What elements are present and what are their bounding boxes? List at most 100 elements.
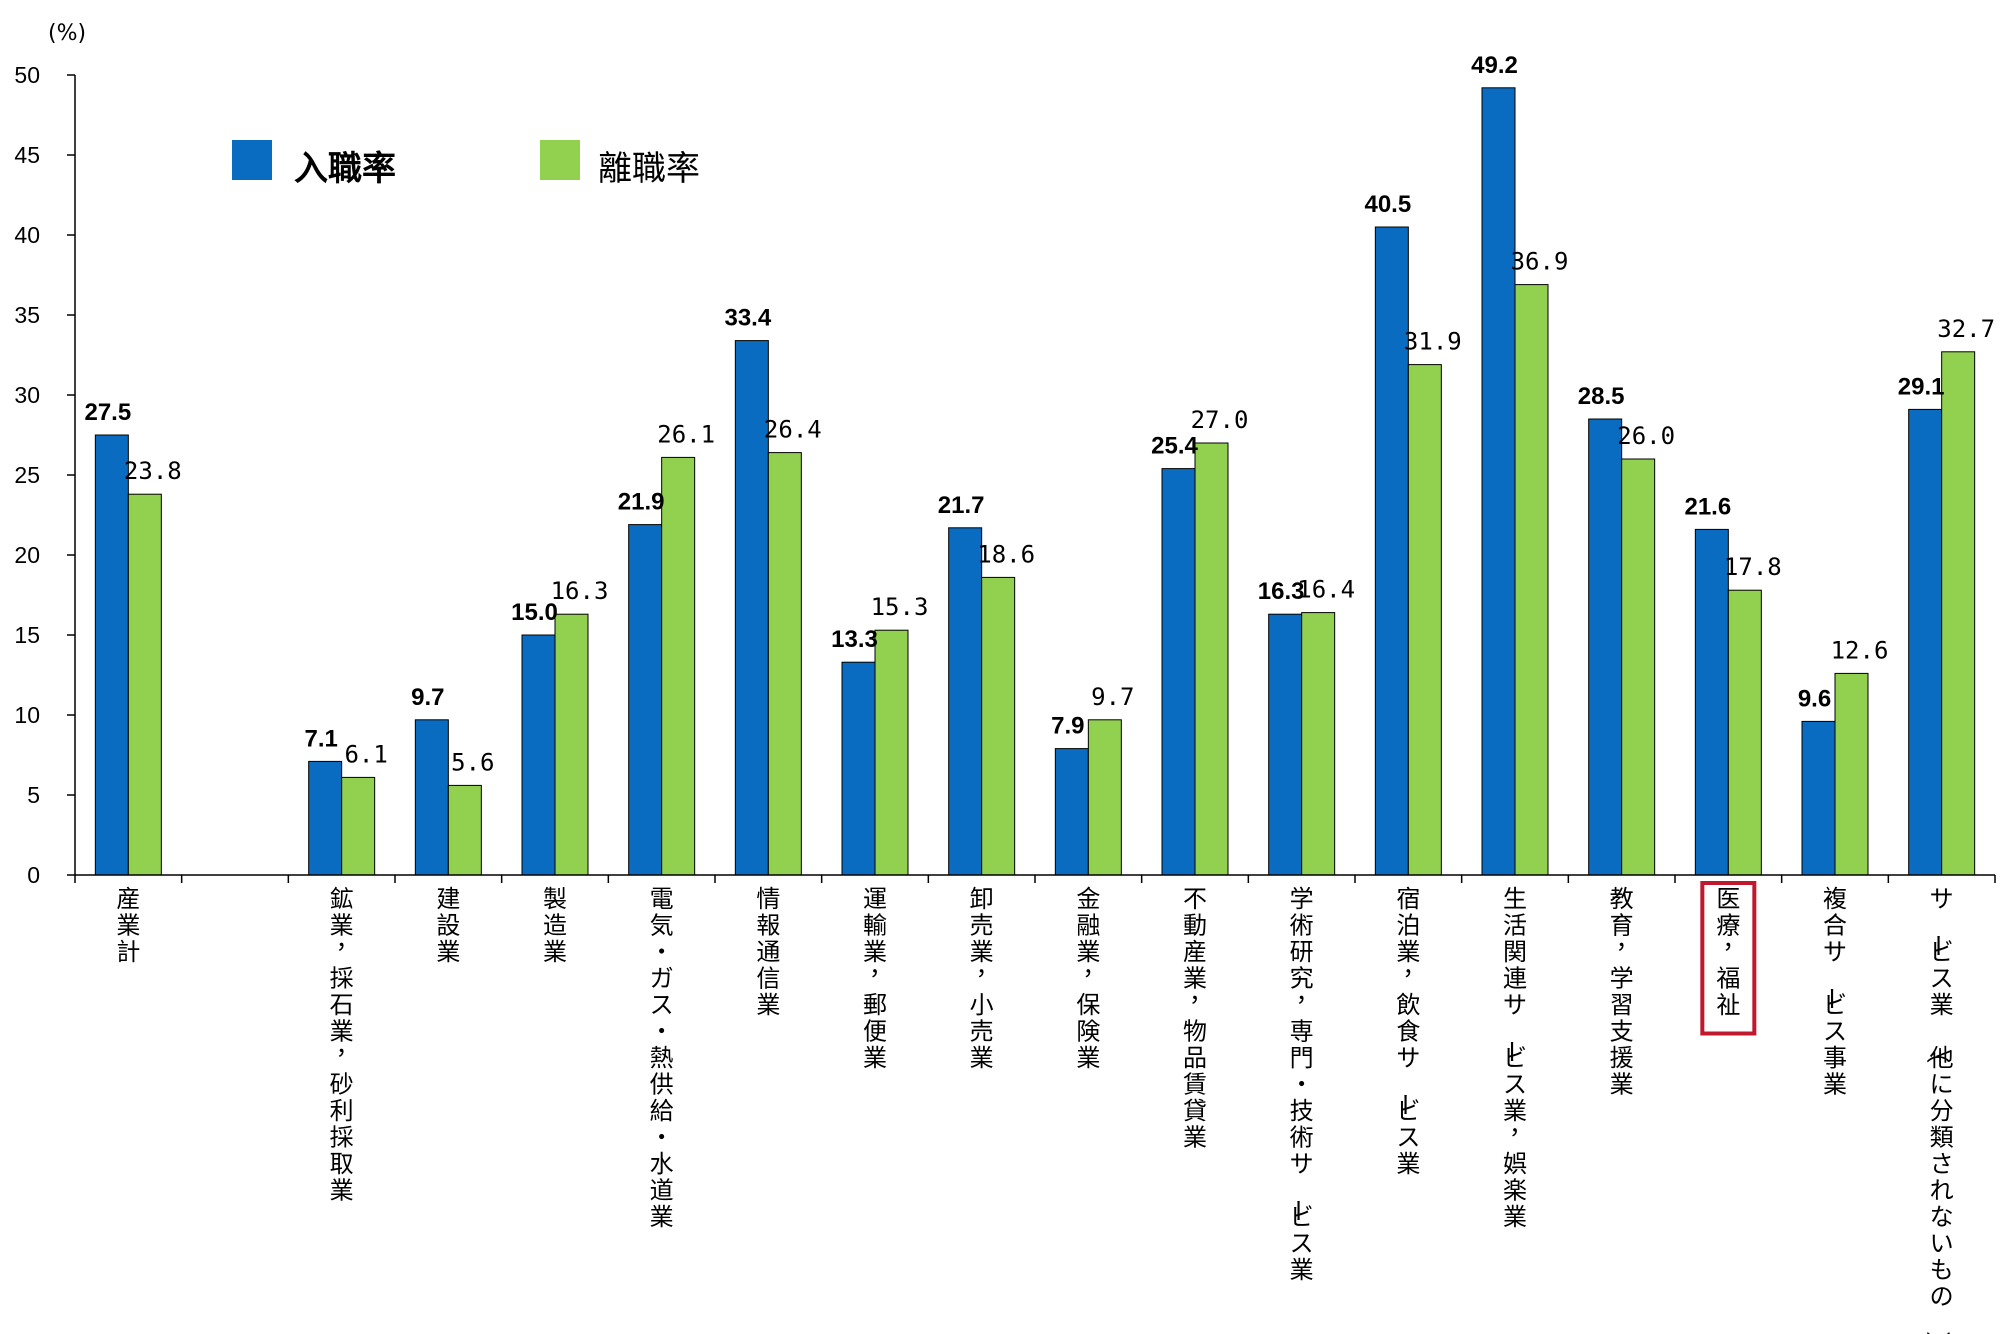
value-label-separation-rate: 12.6: [1831, 636, 1889, 664]
y-axis: 0 5 10 15 20 25 30 35 40 45 50: [14, 62, 76, 888]
y-tick-label: 0: [27, 862, 40, 888]
category-label: サービス業（他に分類されないもの）: [1924, 885, 1954, 1334]
bar-hiring-rate: [521, 634, 556, 876]
value-labels: 27.5 7.1 9.7 15.0 21.9 33.4 13.3 21.7 7.9 25.4 16.…: [84, 52, 1995, 777]
bar-separation-rate: [341, 776, 376, 876]
category-label: 生活関連サービス業，娯楽業: [1497, 885, 1533, 1231]
bar-hiring-rate: [1161, 468, 1196, 876]
value-label-hiring-rate: 29.1: [1898, 373, 1945, 400]
category-label: 学術研究，専門・技術サービス業: [1284, 885, 1320, 1284]
y-axis-unit-label: (%): [48, 21, 86, 46]
y-tick-label: 35: [14, 302, 40, 328]
bar-hiring-rate: [1054, 748, 1089, 876]
legend-swatch-separation-rate: [540, 140, 580, 180]
bar-hiring-rate: [1374, 226, 1409, 876]
value-label-separation-rate: 32.7: [1937, 315, 1995, 343]
value-label-hiring-rate: 16.3: [1258, 578, 1305, 605]
bar-separation-rate: [1301, 612, 1336, 876]
bar-separation-rate: [981, 576, 1016, 876]
value-label-separation-rate: 36.9: [1511, 248, 1569, 276]
value-label-hiring-rate: 40.5: [1364, 191, 1411, 218]
y-tick-label: 10: [14, 702, 40, 728]
bar-separation-rate: [1941, 351, 1976, 876]
bar-separation-rate: [874, 629, 909, 876]
bar-hiring-rate: [628, 524, 663, 876]
legend: 入職率 離職率: [232, 140, 700, 189]
category-label: 教育，学習支援業: [1610, 885, 1640, 1099]
y-tick-label: 5: [27, 782, 40, 808]
highlight-box: [1700, 881, 1757, 1036]
y-tick-label: 40: [14, 222, 40, 248]
value-label-separation-rate: 18.6: [977, 540, 1035, 568]
value-label-separation-rate: 5.6: [451, 748, 494, 776]
bar-separation-rate: [1514, 284, 1549, 876]
value-label-separation-rate: 6.1: [344, 740, 387, 768]
value-label-separation-rate: 15.3: [871, 593, 929, 621]
category-label: 宿泊業，飲食サービス業: [1390, 885, 1426, 1178]
category-label: 鉱業，採石業，砂利採取業: [330, 885, 360, 1205]
category-label: 製造業: [543, 885, 567, 966]
x-axis: [74, 874, 1996, 883]
value-label-separation-rate: 16.3: [551, 577, 609, 605]
value-label-separation-rate: 26.1: [657, 420, 715, 448]
bar-hiring-rate: [948, 527, 983, 876]
value-label-hiring-rate: 13.3: [831, 626, 878, 653]
bar-separation-rate: [127, 493, 162, 876]
y-tick-label: 15: [14, 622, 40, 648]
category-label: 卸売業，小売業: [970, 885, 1000, 1072]
y-tick-label: 30: [14, 382, 40, 408]
bar-hiring-rate: [1268, 613, 1303, 876]
value-label-hiring-rate: 28.5: [1578, 383, 1625, 410]
value-label-separation-rate: 27.0: [1191, 406, 1249, 434]
bar-separation-rate: [447, 784, 482, 876]
legend-label-hiring-rate: 入職率: [294, 149, 396, 189]
category-label: 情報通信業: [756, 885, 780, 1019]
bar-separation-rate: [1407, 364, 1442, 876]
bar-hiring-rate: [1481, 87, 1516, 876]
value-label-hiring-rate: 25.4: [1151, 433, 1198, 460]
bar-hiring-rate: [1801, 720, 1836, 876]
bars: [94, 87, 1976, 876]
bar-hiring-rate: [414, 719, 449, 876]
value-label-separation-rate: 23.8: [124, 457, 182, 485]
category-label: 不動産業，物品賃貸業: [1183, 885, 1213, 1152]
value-label-hiring-rate: 9.6: [1798, 685, 1831, 712]
bar-hiring-rate: [308, 760, 343, 876]
bar-separation-rate: [554, 613, 589, 876]
y-tick-label: 50: [14, 62, 40, 88]
category-label: 運輸業，郵便業: [863, 885, 893, 1072]
value-label-hiring-rate: 27.5: [84, 399, 131, 426]
value-label-hiring-rate: 21.7: [938, 492, 985, 519]
y-tick-label: 20: [14, 542, 40, 568]
value-label-hiring-rate: 15.0: [511, 599, 558, 626]
value-label-hiring-rate: 7.1: [304, 725, 337, 752]
bar-hiring-rate: [1908, 408, 1943, 876]
category-label: 建設業: [436, 885, 460, 966]
value-label-hiring-rate: 49.2: [1471, 52, 1518, 79]
value-label-separation-rate: 26.4: [764, 416, 822, 444]
legend-label-separation-rate: 離職率: [598, 149, 700, 189]
bar-separation-rate: [1194, 442, 1229, 876]
bar-separation-rate: [1621, 458, 1656, 876]
value-label-hiring-rate: 7.9: [1051, 713, 1084, 740]
bar-separation-rate: [767, 452, 802, 876]
bar-hiring-rate: [841, 661, 876, 876]
category-label: 金融業，保険業: [1076, 885, 1106, 1072]
value-label-hiring-rate: 9.7: [411, 684, 444, 711]
y-tick-label: 25: [14, 462, 40, 488]
category-label: 複合サービス事業: [1817, 885, 1847, 1099]
value-label-separation-rate: 26.0: [1617, 422, 1675, 450]
bar-separation-rate: [1834, 672, 1869, 876]
value-label-separation-rate: 16.4: [1297, 576, 1355, 604]
bar-hiring-rate: [1588, 418, 1623, 876]
value-label-separation-rate: 17.8: [1724, 553, 1782, 581]
bar-separation-rate: [1727, 589, 1762, 876]
value-label-separation-rate: 31.9: [1404, 328, 1462, 356]
value-label-hiring-rate: 21.6: [1684, 493, 1731, 520]
category-label: 電気・ガス・熱供給・水道業: [650, 885, 674, 1231]
bar-hiring-rate: [94, 434, 129, 876]
category-label: 医療，福祉: [1716, 885, 1746, 1019]
legend-swatch-hiring-rate: [232, 140, 272, 180]
value-label-hiring-rate: 21.9: [618, 489, 665, 516]
